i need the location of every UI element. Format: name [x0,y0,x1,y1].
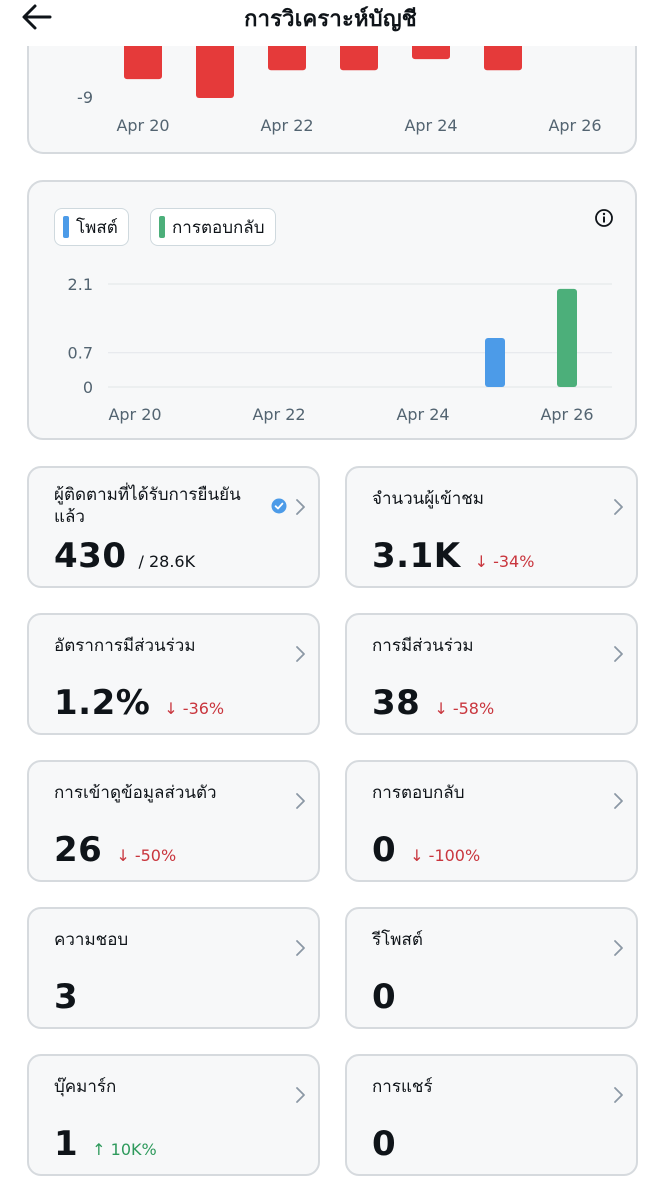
stat-value: 38 [372,683,421,723]
chart2-xtick-0: Apr 20 [108,405,161,424]
stat-value-row: 430 / 28.6K [54,536,195,576]
stat-title: การเข้าดูข้อมูลส่วนตัว [54,783,217,803]
stat-value: 1.2% [54,683,151,723]
chart2-ytick-2: 0 [83,378,93,397]
info-icon[interactable] [594,208,614,228]
stat-card-5[interactable]: การตอบกลับ 0 ↓ -100% [345,760,638,882]
legend-posts-label: โพสต์ [76,217,118,238]
chevron-right-icon [614,499,623,515]
stat-value-row: 1.2% ↓ -36% [54,683,224,723]
stat-card-2[interactable]: อัตราการมีส่วนร่วม 1.2% ↓ -36% [27,613,320,735]
stat-card-6[interactable]: ความชอบ 3 [27,907,320,1029]
chevron-right-icon [296,1087,305,1103]
legend-replies[interactable]: การตอบกลับ [150,208,276,246]
stat-change: ↑ 10K% [92,1140,157,1159]
chart-2: 2.1 0.7 0 Apr 20 Apr 22 Apr 24 Apr 26 [68,275,612,424]
legend-replies-label: การตอบกลับ [172,217,265,238]
stat-value-row: 26 ↓ -50% [54,830,176,870]
stat-card-4[interactable]: การเข้าดูข้อมูลส่วนตัว 26 ↓ -50% [27,760,320,882]
stat-value-row: 1 ↑ 10K% [54,1124,157,1164]
chart2-xtick-2: Apr 24 [396,405,449,424]
chevron-right-icon [614,1087,623,1103]
chevron-right-icon [614,940,623,956]
stat-value-row: 3.1K ↓ -34% [372,536,534,576]
chart2-ytick-0: 2.1 [68,275,93,294]
legend-posts-swatch [63,216,69,238]
legend-posts[interactable]: โพสต์ [54,208,129,246]
stat-card-3[interactable]: การมีส่วนร่วม 38 ↓ -58% [345,613,638,735]
stat-title: ผู้ติดตามที่ได้รับการยืนยันแล้ว [54,485,241,527]
chart1-ytick: -9 [77,88,93,107]
chart-card-2: โพสต์ การตอบกลับ 2.1 0.7 0 Apr 20 Apr 22 Apr … [27,180,637,440]
chevron-right-icon [296,940,305,956]
stat-title: อัตราการมีส่วนร่วม [54,636,196,656]
legend-replies-swatch [159,216,165,238]
chart2-ytick-1: 0.7 [68,344,93,363]
stat-value-row: 0 [372,1124,396,1164]
stat-value-row: 0 ↓ -100% [372,830,480,870]
stat-title: รีโพสต์ [372,930,423,950]
back-arrow-icon[interactable] [20,2,54,32]
stat-change: ↓ -36% [164,699,225,718]
stat-value: 430 [54,536,127,576]
stat-card-8[interactable]: บุ๊คมาร์ก 1 ↑ 10K% [27,1054,320,1176]
stat-title: การตอบกลับ [372,783,465,803]
chart2-bar-posts-apr-25 [485,337,505,387]
stat-card-1[interactable]: จำนวนผู้เข้าชม 3.1K ↓ -34% [345,466,638,588]
stat-card-0[interactable]: ผู้ติดตามที่ได้รับการยืนยันแล้ว 430 / 28.6… [27,466,320,588]
stat-value: 0 [372,830,397,870]
stat-value: 0 [372,1124,397,1164]
stat-value: 0 [372,977,397,1017]
stat-value: 3 [54,977,79,1017]
chart1-xtick-0: Apr 20 [116,116,169,135]
page-title: การวิเคราะห์บัญชี [244,7,417,32]
stat-value-row: 3 [54,977,78,1017]
chevron-right-icon [296,793,305,809]
stat-subvalue: / 28.6K [138,552,196,571]
stat-title: ความชอบ [54,930,129,950]
chevron-right-icon [296,646,305,662]
stat-card-9[interactable]: การแชร์ 0 [345,1054,638,1176]
chevron-right-icon [296,499,305,515]
stat-value-row: 38 ↓ -58% [372,683,494,723]
stat-value: 3.1K [372,536,461,576]
chart2-xtick-3: Apr 26 [540,405,593,424]
stat-title: การมีส่วนร่วม [372,636,474,656]
chevron-right-icon [614,646,623,662]
stat-change: ↓ -100% [410,846,481,865]
stat-value-row: 0 [372,977,396,1017]
chart1-xtick-3: Apr 26 [548,116,601,135]
chevron-right-icon [614,793,623,809]
stat-change: ↓ -34% [474,552,535,571]
chart2-bar-replies-apr-26 [557,288,577,387]
stat-change: ↓ -50% [116,846,177,865]
stat-title: บุ๊คมาร์ก [54,1077,117,1097]
stat-title: จำนวนผู้เข้าชม [372,489,484,509]
verified-badge-icon [271,498,287,514]
stat-card-7[interactable]: รีโพสต์ 0 [345,907,638,1029]
stat-value: 26 [54,830,103,870]
chart1-xtick-1: Apr 22 [260,116,313,135]
stat-title: การแชร์ [372,1077,433,1097]
top-bar: การวิเคราะห์บัญชี [0,0,661,46]
chart2-xtick-1: Apr 22 [252,405,305,424]
stat-change: ↓ -58% [434,699,495,718]
stat-value: 1 [54,1124,79,1164]
chart1-xtick-2: Apr 24 [404,116,457,135]
